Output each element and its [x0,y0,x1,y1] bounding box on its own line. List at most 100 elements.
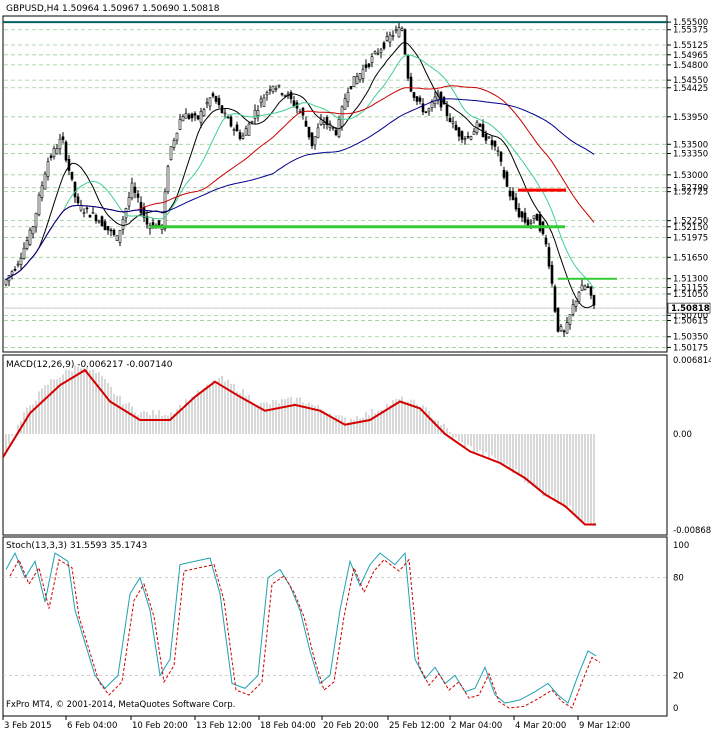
candle-body [478,123,482,127]
price-label: 1.53950 [673,113,708,123]
candle-body [451,121,455,124]
stoch-main-line [5,551,597,704]
price-label: 1.51050 [673,290,708,300]
candle-body [490,140,494,146]
price-label: 1.55500 [673,18,708,28]
candle-body [100,216,104,227]
stoch-axis-label: 0 [673,704,678,714]
candle-body [133,186,137,193]
candle-body [340,106,344,127]
price-label: 1.52790 [673,184,708,194]
price-label: 1.53000 [673,171,708,181]
candle-body [250,120,254,123]
candle-body [319,119,323,125]
candle-body [421,103,425,113]
macd-title: MACD(12,26,9) -0.006217 -0.007140 [6,360,173,370]
candle-body [466,136,470,138]
candle-body [49,155,53,158]
candle-body [196,115,200,120]
candle-body [361,68,365,79]
candle-body [235,124,239,132]
candle-body [565,322,569,334]
price-label: 1.53500 [673,140,708,150]
candle-body [163,191,167,230]
candle-body [157,220,161,227]
candle-body [118,229,122,243]
candle-body [214,96,218,102]
candle-body [349,86,353,89]
candle-body [244,128,248,136]
candle-body [469,136,473,140]
candle-body [187,114,191,119]
panel-border [2,536,668,717]
candle-body [22,247,26,259]
candle-body [592,295,596,306]
candle-body [199,111,203,123]
candle-body [448,117,452,123]
candle-body [388,34,392,43]
candle-body [259,98,263,103]
x-axis-label: 25 Feb 12:00 [389,721,445,731]
candle-body [175,132,179,141]
candle-body [382,42,386,49]
candle-body [406,55,410,79]
candle-body [310,132,314,147]
candle-body [211,93,215,97]
price-label: 1.51300 [673,275,708,285]
candle-body [367,63,371,67]
candle-body [289,92,293,100]
candle-body [274,88,278,90]
candle-body [97,220,101,223]
candle-body [202,109,206,117]
x-axis-label: 18 Feb 04:00 [260,721,316,731]
price-label: 1.54550 [673,76,708,86]
stoch-signal-line [9,558,601,709]
candle-body [73,181,77,198]
candlesticks [4,21,596,338]
copyright-text: FxPro MT4, © 2001-2014, MetaQuotes Softw… [6,700,236,710]
candle-body [262,97,266,107]
candle-body [586,286,590,288]
candle-body [385,35,389,41]
candle-body [487,136,491,139]
candle-body [115,235,119,241]
candle-body [127,197,131,207]
candle-body [292,100,296,107]
candle-body [496,150,500,152]
candle-body [508,190,512,197]
candle-body [55,148,59,155]
candle-body [190,113,194,119]
candle-body [208,97,212,107]
candle-body [61,136,65,140]
candle-body [136,193,140,198]
candle-body [364,64,368,69]
candle-body [40,185,44,198]
candle-body [37,194,41,216]
candle-body [241,135,245,139]
candle-body [223,112,227,115]
candle-body [370,56,374,63]
macd-histogram [5,365,595,526]
candle-body [178,119,182,130]
candle-body [442,97,446,105]
price-label: 1.50615 [673,317,708,327]
candle-body [427,108,431,112]
candle-body [307,126,311,138]
price-label: 1.53350 [673,149,708,159]
candle-body [460,131,464,140]
candle-body [358,73,362,81]
candle-body [10,271,14,275]
candle-body [424,111,428,113]
candle-body [454,124,458,131]
candle-body [547,247,551,267]
candle-body [268,89,272,91]
price-label: 1.54965 [673,51,708,61]
candle-body [355,76,359,85]
candle-body [169,146,173,160]
candle-body [511,191,515,200]
candle-body [247,123,251,136]
macd-axis-label: 0.006814 [673,356,711,366]
candle-body [4,279,8,286]
candle-body [505,171,509,187]
